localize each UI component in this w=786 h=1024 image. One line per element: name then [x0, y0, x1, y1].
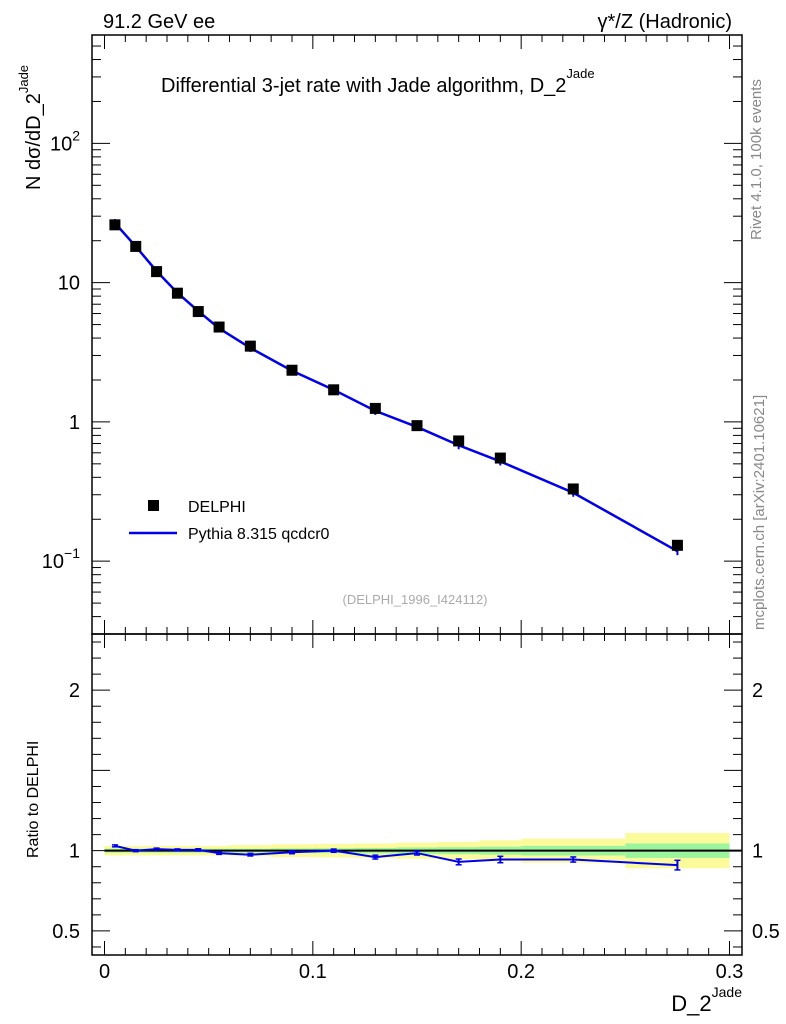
- data-point-5: [213, 321, 225, 333]
- data-point-3: [171, 287, 183, 299]
- data-point-6: [244, 340, 256, 352]
- x-tick-label-1: 0.1: [299, 961, 327, 983]
- data-point-0: [109, 219, 121, 231]
- legend-label-pythia: Pythia 8.315 qcdcr0: [188, 526, 330, 543]
- data-point-8: [328, 384, 340, 396]
- data-point-7: [286, 364, 298, 376]
- legend: DELPHI Pythia 8.315 qcdcr0: [129, 499, 330, 543]
- data-point-1: [130, 240, 142, 252]
- main-ytick-label-1: 1: [69, 412, 80, 434]
- main-ytick-label-0: 10−1: [42, 545, 80, 573]
- analysis-watermark: (DELPHI_1996_I424112): [342, 592, 487, 607]
- legend-marker-delphi: [148, 500, 159, 511]
- x-tick-label-3: 0.3: [716, 961, 744, 983]
- ratio-ytick-label-left-1: 1: [69, 841, 80, 863]
- ratio-plot-content: [111, 844, 681, 871]
- data-point-14: [671, 539, 683, 551]
- mcplots-source-label: mcplots.cern.ch [arXiv:2401.10621]: [751, 395, 768, 630]
- x-axis-label: D_2Jade: [671, 984, 742, 1016]
- x-tick-label-2: 0.2: [507, 961, 535, 983]
- data-point-9: [369, 402, 381, 414]
- data-point-12: [494, 452, 506, 464]
- data-point-11: [453, 435, 465, 447]
- x-tick-label-0: 0: [99, 961, 110, 983]
- main-ytick-label-3: 102: [50, 127, 80, 155]
- ratio-plot-frame: [91, 633, 743, 956]
- main-plot-content: [109, 219, 683, 556]
- data-point-10: [411, 420, 423, 432]
- ratio-ytick-label-left-2: 2: [69, 680, 80, 702]
- header-right: γ*/Z (Hadronic): [598, 11, 732, 33]
- ratio-ytick-label-right-2: 2: [752, 680, 763, 702]
- main-plot-frame: [91, 34, 743, 635]
- data-point-2: [151, 266, 163, 278]
- frames: [91, 34, 743, 956]
- ratio-ytick-label-right-1: 1: [752, 841, 763, 863]
- main-ytick-label-2: 10: [58, 273, 80, 295]
- legend-label-delphi: DELPHI: [188, 499, 246, 516]
- data-point-13: [567, 483, 579, 495]
- data-point-4: [192, 306, 204, 318]
- header-left: 91.2 GeV ee: [103, 11, 215, 33]
- ratio-ylabel: Ratio to DELPHI: [25, 741, 42, 858]
- chart-title: Differential 3-jet rate with Jade algori…: [161, 66, 595, 97]
- ratio-ytick-label-left-0: 0.5: [52, 921, 80, 943]
- main-ylabel: N dσ/dD_2Jade: [16, 65, 45, 190]
- ratio-ytick-label-right-0: 0.5: [752, 921, 780, 943]
- rivet-version-label: Rivet 4.1.0, 100k events: [748, 79, 765, 240]
- axis-ticks: 0 0.1 0.2 0.3 10−1 1 10 102 0.5 0.5 1 1 2 2: [42, 34, 780, 983]
